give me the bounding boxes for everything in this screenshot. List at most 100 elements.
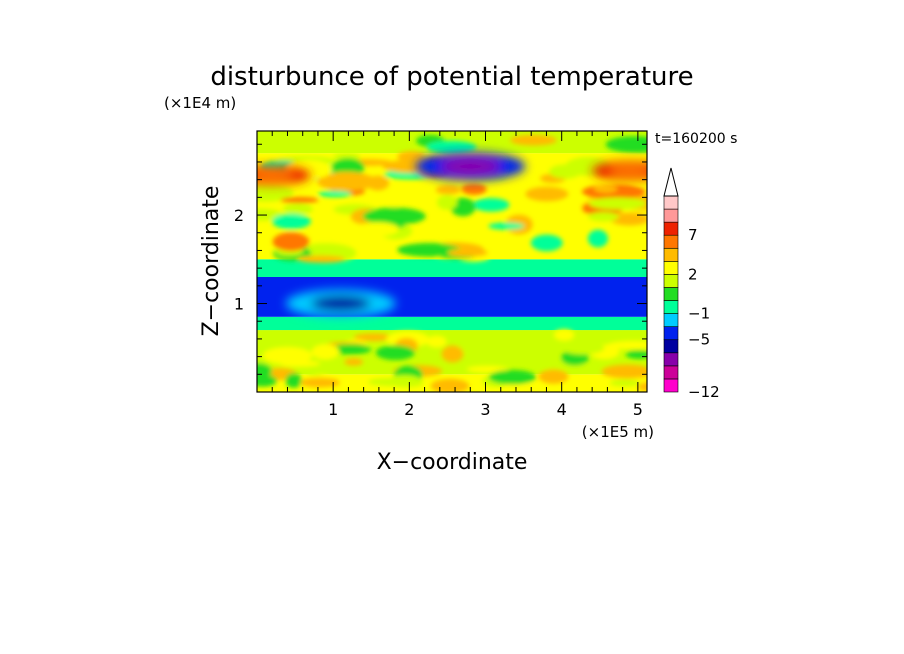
colorbar-swatch <box>663 195 679 210</box>
contour-cell <box>257 183 294 202</box>
contour-cell <box>607 340 647 350</box>
contour-band <box>257 259 647 277</box>
contour-cell <box>344 358 364 366</box>
contour-cell <box>397 151 426 162</box>
contour-cell <box>553 329 575 341</box>
contour-feature-core <box>609 165 647 177</box>
contour-cell <box>285 372 302 388</box>
time-label: t=160200 s <box>655 131 737 147</box>
contour-cell <box>530 234 563 252</box>
x-tick-label: 1 <box>328 400 338 419</box>
contour-cell <box>318 190 352 198</box>
plot-frame <box>256 130 648 393</box>
contour-cell <box>587 211 619 222</box>
contour-cell <box>625 350 647 359</box>
y-scale-label: (×1E4 m) <box>164 94 236 112</box>
y-axis-label: Z−coordinate <box>199 186 224 337</box>
contour-field <box>257 131 647 392</box>
contour-cell <box>304 365 325 376</box>
contour-cell <box>362 207 426 226</box>
contour-cell <box>601 364 647 379</box>
colorbar-swatch <box>663 326 679 341</box>
colorbar-swatch <box>663 365 679 380</box>
contour-cell <box>300 377 340 388</box>
contour-cell <box>461 183 487 195</box>
contour-cell <box>593 184 618 194</box>
colorbar-swatch <box>663 208 679 223</box>
contour-cell <box>561 341 605 355</box>
contour-cell <box>367 377 412 387</box>
contour-cell <box>426 140 477 154</box>
contour-cell <box>280 197 319 204</box>
contour-cell <box>430 378 470 392</box>
colorbar-extend-arrow <box>663 167 679 197</box>
contour-cell <box>519 383 546 391</box>
contour-cell <box>466 365 508 373</box>
x-tick-label: 5 <box>633 400 643 419</box>
colorbar: 7 2 −1 −5 −12 <box>663 167 720 401</box>
axis-ticks: 1 2 3 4 5 1 2 <box>234 131 647 419</box>
contour-cell <box>447 248 488 257</box>
contour-cell <box>311 344 340 360</box>
contour-cell <box>317 171 377 192</box>
contour-feature-core <box>310 295 371 312</box>
contour-cell <box>271 213 311 230</box>
contour-cell <box>609 212 647 226</box>
contour-cell <box>257 362 273 379</box>
colorbar-swatch <box>663 221 679 236</box>
contour-cell <box>297 255 345 263</box>
contour-cell <box>426 335 447 348</box>
colorbar-tick-label: −5 <box>688 331 710 349</box>
colorbar-swatch <box>663 378 679 393</box>
contour-cell <box>262 346 313 365</box>
contour-cell <box>441 345 464 363</box>
colorbar-swatch <box>663 352 679 367</box>
contour-cell <box>366 175 390 191</box>
colorbar-tick-label: −1 <box>688 305 710 323</box>
contour-cell <box>436 195 458 210</box>
contour-cell <box>435 185 461 195</box>
colorbar-swatch <box>663 247 679 262</box>
contour-cell <box>332 153 361 160</box>
contour-cell <box>510 134 557 146</box>
colorbar-tick-label: 2 <box>688 265 698 283</box>
y-tick-label: 2 <box>234 206 244 225</box>
contour-band <box>257 316 647 331</box>
x-tick-label: 3 <box>480 400 490 419</box>
x-tick-label: 2 <box>404 400 414 419</box>
colorbar-tick-label: −12 <box>688 383 720 401</box>
colorbar-swatch <box>663 261 679 275</box>
contour-cell <box>456 338 512 356</box>
contour-cell <box>637 382 647 392</box>
contour-cell <box>538 369 569 384</box>
x-scale-label: (×1E5 m) <box>582 423 654 441</box>
chart-title: disturbunce of potential temperature <box>210 62 693 92</box>
contour-cell <box>605 136 647 153</box>
contour-feature-core <box>440 158 501 175</box>
colorbar-swatch <box>663 274 679 288</box>
contour-features <box>257 152 647 318</box>
contour-cell <box>609 379 640 387</box>
colorbar-swatch <box>663 300 679 314</box>
contour-feature-core <box>257 169 294 181</box>
contour-cell <box>472 198 510 212</box>
contour-cell <box>587 229 609 248</box>
contour-cell <box>525 186 569 202</box>
contour-cell <box>488 222 525 230</box>
contour-cell <box>329 343 372 355</box>
colorbar-swatch <box>663 234 679 249</box>
colorbar-swatch <box>663 313 679 327</box>
x-axis-label: X−coordinate <box>377 450 528 475</box>
contour-cell <box>353 333 394 342</box>
contour-cell <box>272 232 310 252</box>
contour-cell <box>375 345 415 361</box>
x-tick-label: 4 <box>557 400 567 419</box>
colorbar-tick-label: 7 <box>688 226 698 244</box>
contour-cell <box>488 369 537 385</box>
contour-cell <box>355 222 399 237</box>
y-tick-label: 1 <box>234 295 244 314</box>
contour-texture <box>257 134 647 392</box>
colorbar-swatch <box>663 287 679 301</box>
colorbar-swatch <box>663 339 679 354</box>
